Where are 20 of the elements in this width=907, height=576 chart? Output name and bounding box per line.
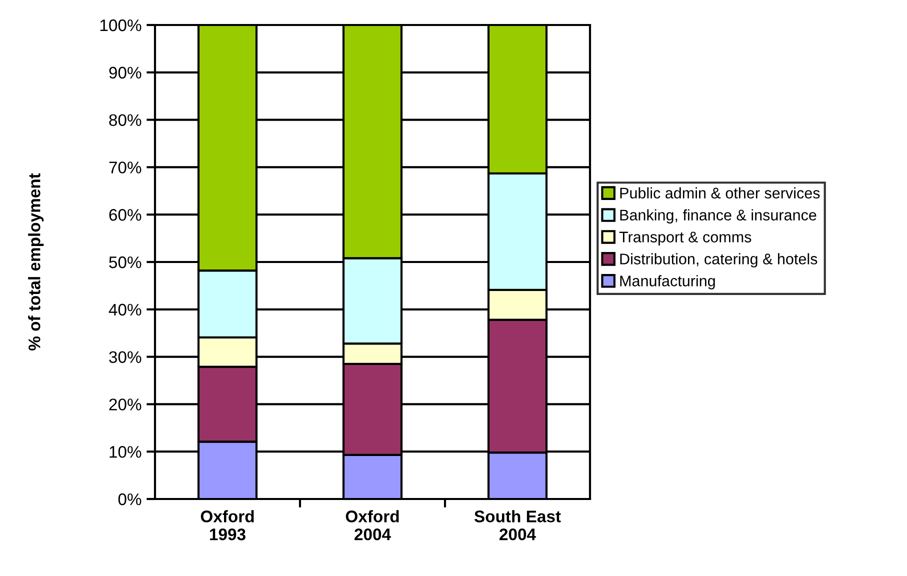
y-tick-label: 100% xyxy=(100,19,142,32)
x-tick-label: South East 2004 xyxy=(474,510,561,540)
legend-label: Manufacturing xyxy=(620,275,715,290)
legend-label: Transport & comms xyxy=(619,232,752,246)
y-tick-label: 10% xyxy=(110,446,142,458)
legend-label: Banking, finance & insurance xyxy=(620,209,816,224)
y-tick-label: 30% xyxy=(109,351,142,364)
y-tick-label: 70% xyxy=(109,162,142,174)
y-tick-label: 80% xyxy=(109,114,142,126)
legend-label: Distribution, catering & hotels xyxy=(620,253,818,268)
y-tick-label: 90% xyxy=(109,66,142,79)
legend-label: Public admin & other services xyxy=(620,187,820,199)
y-tick-label: 20% xyxy=(109,398,142,410)
y-tick-label: 60% xyxy=(109,209,142,221)
y-tick-label: 50% xyxy=(109,256,142,268)
y-tick-label: 40% xyxy=(108,304,142,316)
y-axis-title: % of total employment xyxy=(28,173,44,350)
x-tick-label: Oxford 2004 xyxy=(346,510,399,540)
y-tick-label: 0% xyxy=(118,493,142,506)
x-tick-label: Oxford 1993 xyxy=(200,510,254,540)
